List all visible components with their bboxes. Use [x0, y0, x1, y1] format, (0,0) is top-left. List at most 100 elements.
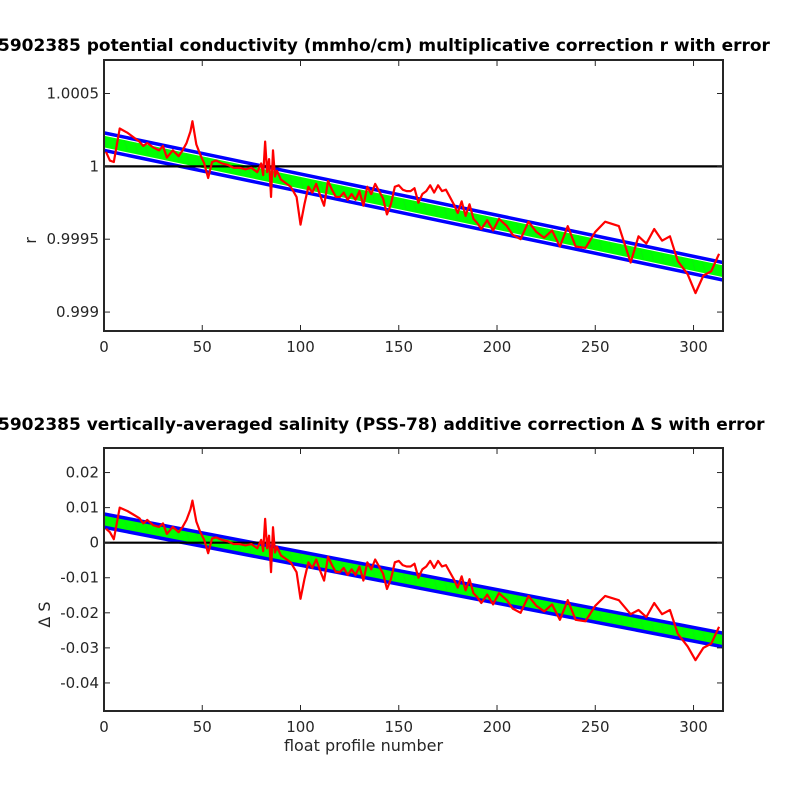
fit-band-hatch: [299, 553, 304, 564]
plot-frame: [103, 447, 724, 712]
y-tick-label: -0.01: [60, 569, 99, 587]
fit-band-hatch: [320, 181, 324, 193]
fit-band-hatch: [598, 239, 603, 252]
x-tick-label: 300: [679, 718, 708, 736]
fit-band-hatch: [186, 531, 190, 542]
y-axis-label: r: [21, 237, 40, 244]
fit-band-hatch: [588, 237, 593, 250]
fit-band-hatch: [310, 178, 314, 191]
x-tick-label: 200: [483, 718, 512, 736]
plot-frame: [103, 59, 724, 332]
fit-band-hatch: [186, 152, 190, 165]
fit-band-hatch: [144, 523, 149, 534]
x-axis-label: float profile number: [284, 736, 444, 755]
x-tick-label: 100: [286, 718, 315, 736]
fit-band-hatch: [650, 620, 655, 632]
fit-band-hatch: [640, 248, 644, 260]
fit-band-hatch: [671, 254, 675, 267]
fit-band-hatch: [124, 140, 128, 152]
y-tick-label: -0.03: [60, 639, 99, 657]
fit-band-hatch: [578, 606, 582, 618]
fit-band-hatch: [413, 574, 417, 586]
error-line-upper: [104, 512, 723, 635]
y-tick-label: 0: [89, 534, 99, 552]
profile-correction-line: [104, 120, 721, 295]
fit-band-hatch: [165, 148, 170, 161]
fit-band-hatch: [650, 250, 655, 263]
series-layer: [104, 499, 723, 662]
fit-band-hatch: [691, 628, 696, 640]
y-tick-label: 1.0005: [47, 85, 100, 103]
x-tick-label: 50: [193, 718, 212, 736]
fit-band-hatch: [340, 185, 345, 198]
fit-band-hatch: [433, 204, 438, 217]
chart-title: 5902385 potential conductivity (mmho/cm)…: [0, 36, 771, 56]
fit-band-hatch: [598, 610, 603, 622]
fit-band-hatch: [660, 252, 665, 265]
x-tick-label: 0: [99, 718, 109, 736]
fit-band-hatch: [444, 580, 448, 592]
ticks-layer: 0 50 100 150 200 250 300 0.999 0.9995 1 1.0005: [47, 60, 723, 356]
fit-band-hatch: [516, 222, 520, 234]
fit-band-hatch: [433, 578, 438, 590]
error-line-upper: [104, 131, 723, 265]
x-tick-label: 200: [483, 338, 512, 356]
fit-band-hatch: [134, 521, 139, 532]
fit-band-hatch: [640, 618, 644, 630]
fit-band-hatch: [402, 198, 407, 211]
y-tick-label: 0.999: [56, 303, 99, 321]
fit-band-hatch: [619, 243, 624, 256]
fit-band-hatch: [609, 241, 613, 254]
fit-band-hatch: [134, 142, 139, 154]
ticks-layer: 0 50 100 150 200 250 300 -0.04 -0.03 -0.02 -0.01 0 0…: [60, 448, 723, 736]
x-tick-label: 0: [99, 338, 109, 356]
fit-band-hatch: [702, 630, 706, 642]
fit-band-hatch: [681, 626, 686, 638]
fit-band-hatch: [144, 144, 149, 157]
fit-band-hatch: [660, 622, 665, 634]
x-tick-label: 150: [384, 338, 413, 356]
chart-conductivity-correction: 5902385 potential conductivity (mmho/cm)…: [0, 36, 771, 356]
fit-band: [104, 135, 723, 278]
x-tick-label: 250: [581, 718, 610, 736]
fit-band-hatch: [537, 226, 541, 239]
fit-band-hatch: [619, 614, 624, 626]
fit-band-hatch: [423, 202, 428, 215]
fit-band-hatch: [516, 594, 520, 606]
fit-band-hatch: [413, 200, 417, 213]
fit-band-hatch: [578, 235, 582, 247]
fit-band-hatch: [454, 209, 459, 221]
fit-band-hatch: [299, 176, 304, 189]
fit-band-hatch: [124, 519, 128, 530]
fit-band-hatch: [629, 616, 634, 628]
y-axis-label: Δ S: [35, 601, 54, 627]
fit-band-hatch: [289, 174, 293, 187]
fit-band-hatch: [258, 545, 263, 556]
y-tick-label: 0.02: [66, 464, 99, 482]
fit-band-hatch: [691, 258, 696, 271]
x-tick-label: 50: [193, 338, 212, 356]
chart-salinity-correction: 5902385 vertically-averaged salinity (PS…: [0, 415, 765, 755]
y-tick-label: 0.9995: [47, 230, 100, 248]
fit-band-hatch: [702, 261, 706, 273]
x-tick-label: 150: [384, 718, 413, 736]
x-tick-label: 100: [286, 338, 315, 356]
chart-title: 5902385 vertically-averaged salinity (PS…: [0, 415, 765, 435]
fit-band-hatch: [671, 624, 675, 636]
error-line-lower: [104, 525, 723, 649]
fit-band-hatch: [196, 155, 201, 167]
y-tick-label: 0.01: [66, 499, 99, 517]
fit-band: [104, 515, 723, 646]
fit-band-hatch: [402, 572, 407, 584]
fit-band-hatch: [567, 232, 572, 245]
profile-correction-line: [105, 499, 721, 662]
fit-band-hatch: [557, 602, 562, 614]
fit-band-hatch: [320, 556, 324, 568]
fit-band-hatch: [371, 191, 376, 204]
fit-band-hatch: [227, 161, 232, 174]
fit-band-hatch: [371, 566, 376, 578]
fit-band-hatch: [475, 586, 479, 598]
x-tick-label: 300: [679, 338, 708, 356]
fit-band-hatch: [444, 207, 448, 219]
fit-band-hatch: [567, 604, 572, 616]
